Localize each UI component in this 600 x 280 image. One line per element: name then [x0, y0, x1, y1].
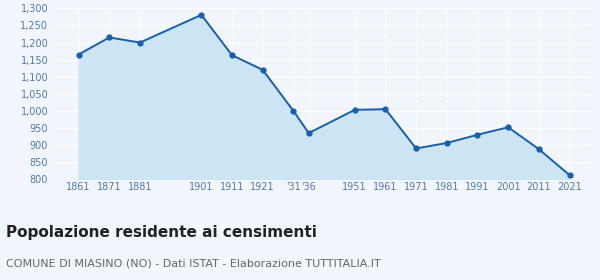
Text: COMUNE DI MIASINO (NO) - Dati ISTAT - Elaborazione TUTTITALIA.IT: COMUNE DI MIASINO (NO) - Dati ISTAT - El…: [6, 259, 381, 269]
Text: Popolazione residente ai censimenti: Popolazione residente ai censimenti: [6, 225, 317, 241]
